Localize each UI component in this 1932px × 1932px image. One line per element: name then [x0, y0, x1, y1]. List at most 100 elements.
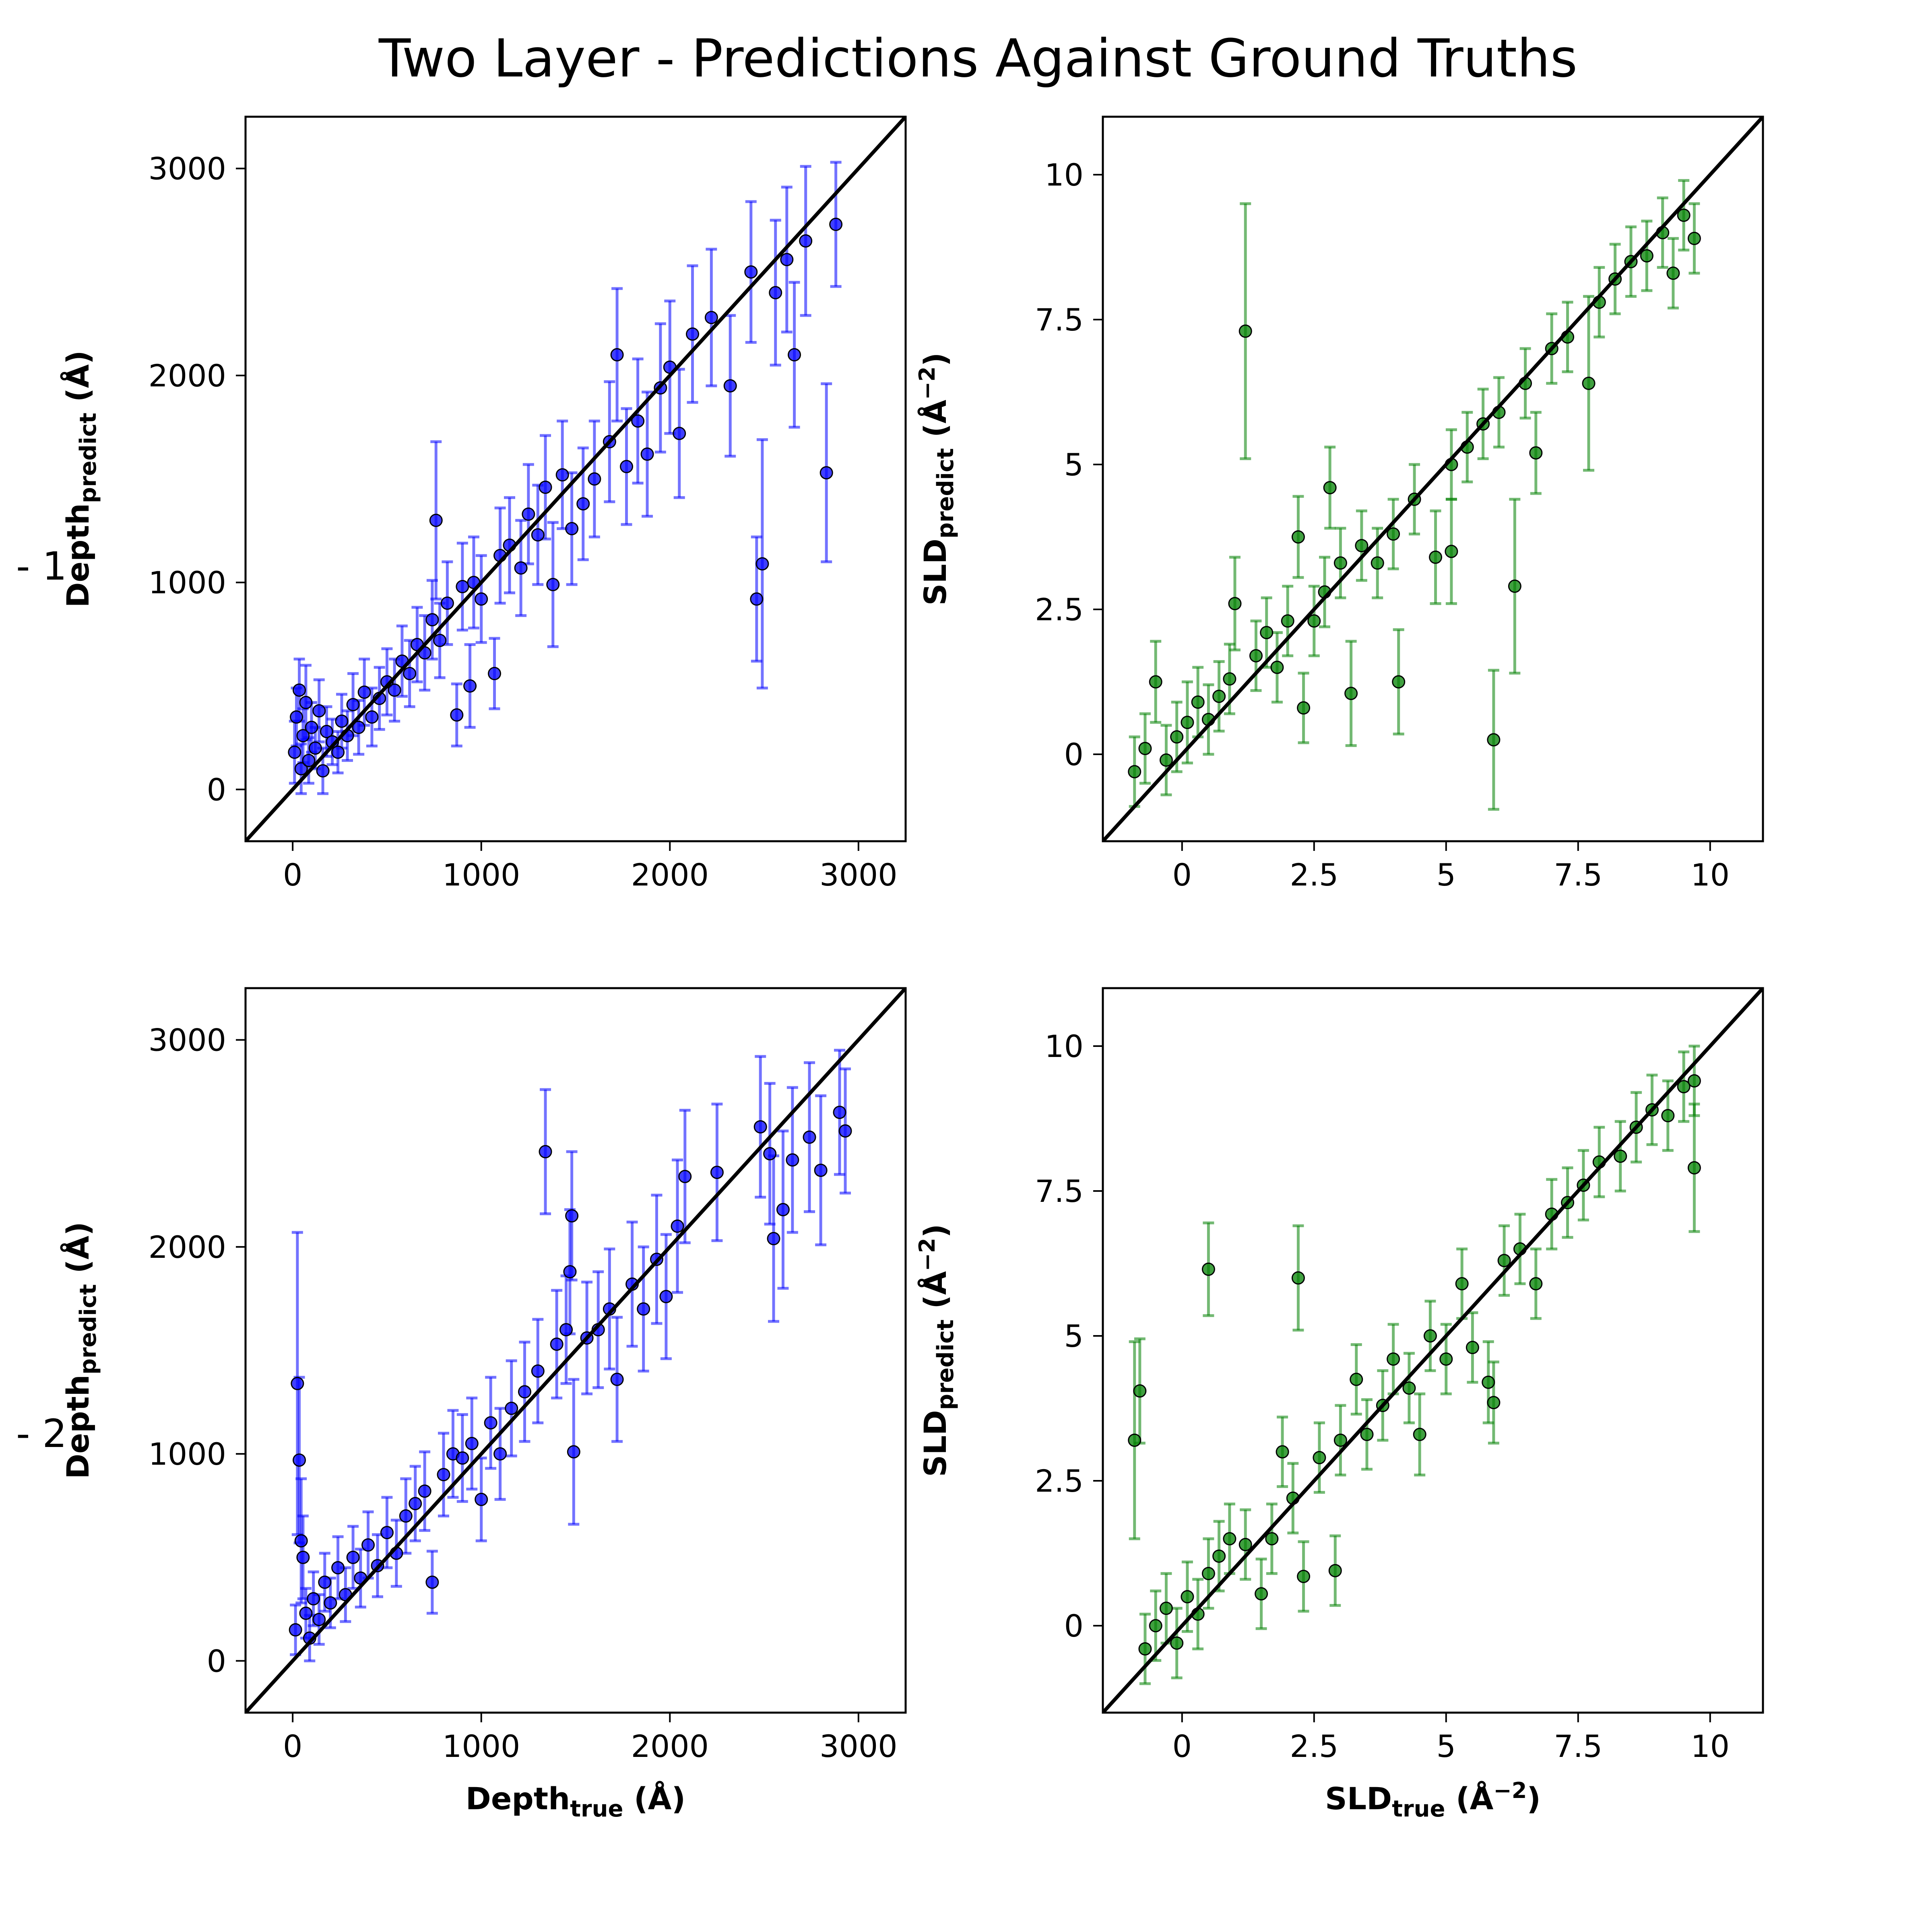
data-point — [678, 1170, 692, 1183]
data-point — [1159, 1602, 1173, 1615]
data-point — [475, 1492, 488, 1506]
x-axis-label: SLDtrue (Å−2) — [1325, 1778, 1541, 1822]
data-point — [1677, 1080, 1690, 1094]
data-point — [1212, 1549, 1226, 1563]
data-point — [429, 514, 443, 527]
data-point — [288, 745, 301, 759]
data-point — [1582, 376, 1596, 390]
x-tick-label: 5 — [1437, 857, 1456, 893]
y-tick-label: 2000 — [149, 358, 226, 394]
y-tick-label: 10 — [1044, 1028, 1084, 1064]
data-point — [1255, 1587, 1268, 1601]
data-point — [559, 1323, 573, 1337]
y-axis-label: Depthpredict (Å) — [60, 1222, 101, 1479]
data-point — [1344, 687, 1358, 700]
data-point — [493, 1447, 507, 1461]
x-tick-label: 2000 — [631, 857, 709, 893]
y-tick-label: 0 — [207, 1643, 226, 1679]
data-point — [522, 507, 535, 521]
y-tick-label: 2000 — [149, 1229, 226, 1265]
data-point — [475, 592, 488, 606]
data-point — [838, 1124, 852, 1138]
data-point — [750, 592, 764, 606]
x-tick-label: 2.5 — [1290, 857, 1338, 893]
data-point — [484, 1416, 497, 1430]
y-tick-label: 2.5 — [1035, 592, 1084, 627]
data-point — [380, 1526, 394, 1540]
data-point — [637, 1302, 650, 1316]
plot-area — [246, 988, 906, 1713]
data-point — [1333, 556, 1347, 570]
data-point — [399, 1509, 413, 1523]
data-point — [1249, 649, 1263, 663]
y-tick-label: 2.5 — [1035, 1463, 1084, 1499]
data-point — [316, 764, 330, 778]
y-tick-label: 0 — [1064, 737, 1084, 772]
identity-line — [246, 988, 906, 1713]
data-point — [1313, 1451, 1326, 1464]
data-point — [357, 685, 371, 699]
data-point — [1455, 1277, 1469, 1290]
data-point — [723, 379, 737, 393]
y-tick-label: 0 — [207, 772, 226, 807]
data-point — [1238, 324, 1252, 338]
data-point — [361, 1538, 375, 1552]
data-point — [505, 1402, 518, 1415]
data-point — [671, 1219, 684, 1233]
data-point — [308, 741, 322, 755]
data-point — [440, 597, 454, 610]
data-point — [1687, 1074, 1701, 1088]
data-point — [814, 1164, 828, 1177]
data-point — [456, 1451, 469, 1465]
data-point — [450, 708, 464, 722]
data-point — [673, 427, 686, 440]
data-point — [610, 1373, 624, 1386]
data-point — [1350, 1373, 1363, 1386]
y-tick-label: 3000 — [149, 1022, 226, 1058]
data-point — [289, 1623, 302, 1637]
data-point — [293, 1453, 306, 1467]
x-tick-label: 2000 — [631, 1728, 709, 1764]
data-point — [518, 1385, 531, 1399]
x-tick-label: 0 — [1172, 857, 1192, 893]
data-point — [1661, 1109, 1675, 1123]
y-axis-label: SLDpredict (Å−2) — [914, 1224, 959, 1477]
y-tick-label: 7.5 — [1035, 1173, 1084, 1209]
x-tick-label: 7.5 — [1554, 857, 1602, 893]
data-point — [335, 714, 349, 728]
data-point — [631, 414, 645, 428]
data-points — [288, 217, 843, 778]
data-point — [565, 522, 579, 535]
row-label-layer-2: - 2 — [16, 1411, 67, 1456]
data-point — [1439, 1352, 1453, 1366]
data-point — [403, 667, 417, 680]
identity-line — [1103, 988, 1763, 1713]
data-point — [555, 468, 569, 482]
figure-title: Two Layer - Predictions Against Ground T… — [378, 28, 1577, 89]
data-point — [418, 1484, 431, 1498]
row-label-layer-1: - 1 — [16, 544, 67, 589]
plot-frame — [244, 987, 907, 1714]
data-point — [1138, 1642, 1152, 1656]
data-point — [318, 1575, 332, 1589]
data-point — [299, 696, 313, 709]
data-point — [1297, 701, 1311, 715]
data-point — [686, 327, 700, 341]
y-tick-label: 5 — [1064, 1318, 1084, 1354]
data-point — [1423, 1329, 1437, 1343]
data-point — [1201, 1262, 1215, 1276]
data-point — [1328, 1564, 1342, 1577]
data-point — [1276, 1445, 1289, 1459]
data-point — [320, 724, 333, 738]
data-point — [1291, 1271, 1305, 1285]
data-point — [1482, 1375, 1495, 1389]
data-point — [1402, 1381, 1416, 1395]
data-point — [710, 1166, 724, 1179]
data-point — [833, 1106, 846, 1119]
data-point — [1614, 1150, 1627, 1163]
plot-area — [1103, 988, 1763, 1713]
x-tick-label: 3000 — [819, 857, 897, 893]
x-tick-label: 5 — [1437, 1728, 1456, 1764]
identity-line — [1103, 117, 1763, 841]
